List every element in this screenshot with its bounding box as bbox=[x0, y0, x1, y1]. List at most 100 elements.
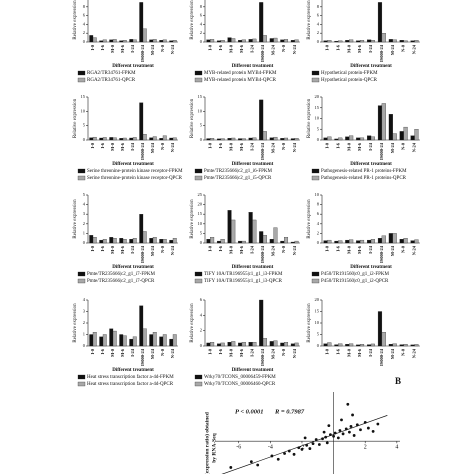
bar bbox=[252, 219, 257, 244]
bar bbox=[99, 40, 104, 43]
bar bbox=[152, 237, 157, 244]
bar bbox=[377, 105, 383, 141]
point bbox=[249, 460, 253, 464]
bar bbox=[216, 40, 221, 43]
x-tick-label: I-0 bbox=[324, 348, 329, 354]
bar bbox=[149, 137, 154, 141]
bar bbox=[269, 38, 274, 43]
x-tick-label: M-24 bbox=[271, 348, 276, 359]
y-tick-label: 0 bbox=[83, 240, 86, 245]
bar bbox=[112, 238, 117, 244]
legend-label: Hypothetical protein-FPKM bbox=[321, 71, 378, 76]
legend-swatch bbox=[77, 271, 86, 277]
bar bbox=[280, 342, 285, 347]
bar bbox=[399, 239, 404, 244]
bar bbox=[327, 136, 332, 141]
bar bbox=[142, 28, 147, 43]
legend-label: Serine threonine-protein kinase receptor… bbox=[87, 176, 183, 181]
bar bbox=[377, 2, 383, 43]
point bbox=[297, 446, 301, 450]
bar bbox=[99, 137, 104, 141]
legend-swatch bbox=[194, 175, 203, 181]
x-tick-label: I-24 bbox=[250, 44, 255, 52]
point bbox=[311, 442, 315, 446]
bar bbox=[216, 138, 221, 141]
x-tick-label: M-24 bbox=[271, 44, 276, 55]
y-tick-label: 2 bbox=[200, 30, 202, 35]
y-tick-label: 4 bbox=[317, 221, 320, 226]
bar bbox=[206, 138, 211, 141]
bar bbox=[102, 334, 107, 347]
bar bbox=[216, 343, 221, 347]
x-tick-label: M-6 bbox=[120, 245, 125, 254]
x-tick-label: M-24 bbox=[271, 142, 276, 153]
bar bbox=[227, 210, 232, 244]
x-tick-label: M-24 bbox=[390, 348, 395, 359]
x-tick-label: I-6 bbox=[100, 245, 105, 251]
bar bbox=[414, 40, 419, 43]
x-axis-label: Different treatment bbox=[112, 368, 154, 373]
x-tick-label: IS000-24 bbox=[379, 348, 384, 366]
x-tick-label: I-0 bbox=[90, 348, 95, 354]
point bbox=[332, 434, 335, 438]
x-tick-label: I-6 bbox=[335, 245, 340, 251]
bar bbox=[338, 343, 343, 347]
bar bbox=[149, 39, 154, 43]
bar bbox=[359, 344, 365, 347]
legend-label: Heat stress transcription factor a-4d-FP… bbox=[87, 375, 174, 380]
x-tick-label: N-0 bbox=[160, 245, 165, 253]
y-tick-label: 2 bbox=[83, 320, 85, 325]
legend-swatch bbox=[77, 168, 86, 174]
legend-swatch bbox=[77, 278, 86, 284]
bar bbox=[377, 238, 383, 244]
bar bbox=[238, 40, 243, 43]
x-tick-label: I-0 bbox=[207, 348, 212, 354]
legend-label: Heat stress transcription factor a-4d-QP… bbox=[87, 382, 174, 387]
y-tick-label: 8 bbox=[83, 4, 86, 9]
y-tick-label: 2 bbox=[200, 328, 202, 333]
bar bbox=[327, 239, 332, 244]
bar bbox=[367, 344, 372, 347]
legend-label: MYB-related protein MYB4-FPKM bbox=[204, 71, 277, 76]
bar bbox=[238, 240, 243, 244]
bar bbox=[410, 40, 415, 43]
legend-label: TIFY 10A/TR196955|c1_g1_i3-FPKM bbox=[204, 272, 283, 277]
bar bbox=[410, 135, 415, 141]
legend-swatch bbox=[194, 278, 203, 284]
bar bbox=[122, 239, 127, 244]
y-tick-label: 5 bbox=[200, 123, 203, 128]
bar bbox=[290, 343, 295, 347]
bar bbox=[252, 38, 257, 43]
bar bbox=[210, 138, 215, 141]
point bbox=[355, 423, 359, 427]
x-tick-label: N-0 bbox=[281, 348, 286, 356]
bar bbox=[248, 342, 253, 347]
bar bbox=[162, 239, 167, 244]
point bbox=[351, 413, 354, 417]
bar bbox=[269, 239, 274, 244]
x-axis-label: Different treatment bbox=[350, 64, 392, 69]
point bbox=[324, 435, 328, 439]
x-tick-label: IS000-24 bbox=[140, 142, 145, 160]
point bbox=[270, 454, 274, 458]
point bbox=[349, 425, 353, 428]
bar bbox=[403, 238, 408, 244]
bar bbox=[284, 237, 289, 244]
bar bbox=[92, 136, 97, 141]
x-tick-label: M-24 bbox=[150, 245, 155, 256]
x-tick-label: M-0 bbox=[228, 44, 233, 53]
x-tick-label: I-24 bbox=[368, 44, 373, 52]
bar bbox=[92, 332, 97, 347]
point bbox=[352, 434, 356, 437]
y-axis-label: Relative expression bbox=[73, 98, 78, 138]
bar bbox=[262, 338, 267, 347]
bar bbox=[349, 135, 354, 141]
bar bbox=[142, 231, 147, 244]
x-tick-label: M-0 bbox=[110, 44, 115, 53]
bar bbox=[172, 137, 177, 141]
x-axis-label: Different treatment bbox=[232, 265, 274, 270]
bar bbox=[92, 237, 97, 244]
legend-swatch bbox=[311, 278, 320, 284]
bar bbox=[388, 233, 393, 244]
y-tick-label: 3 bbox=[83, 309, 86, 314]
